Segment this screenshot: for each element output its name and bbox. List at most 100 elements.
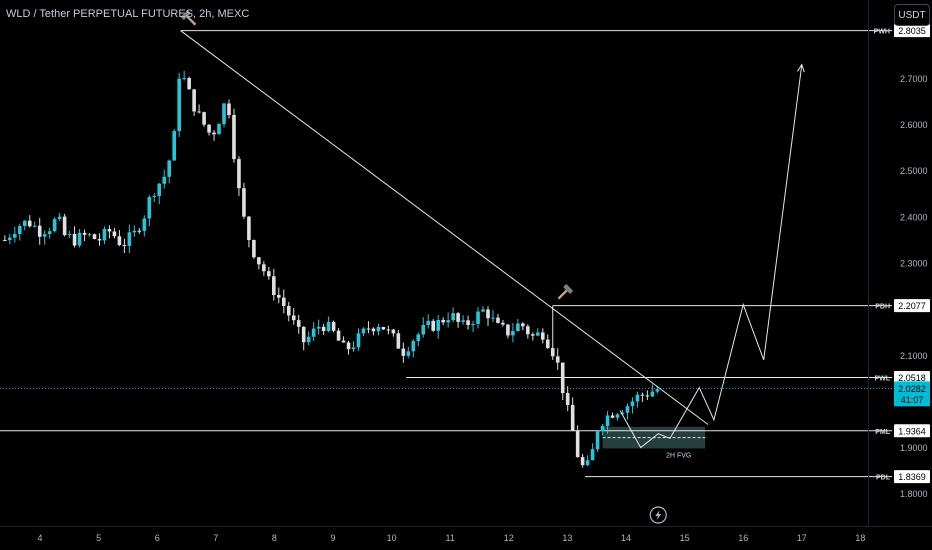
candle-body — [262, 264, 266, 272]
candle-body — [615, 414, 620, 418]
candle-body — [97, 239, 102, 241]
candle-body — [227, 103, 231, 115]
candle-body — [600, 426, 605, 432]
candle-body — [267, 271, 271, 277]
hammer-icons — [181, 10, 573, 300]
candle-body — [92, 234, 97, 240]
candle-body — [162, 176, 167, 184]
candle-body — [57, 216, 62, 220]
time-axis[interactable]: 4 5 6 7 8 9 10 11 12 13 14 15 16 17 18 — [37, 533, 865, 543]
price-axis[interactable]: 2.7000 2.6000 2.5000 2.4000 2.3000 2.1000 1.90… — [900, 74, 928, 499]
candle-body — [476, 311, 480, 325]
candle-body — [496, 317, 500, 323]
x-tick-label: 17 — [797, 533, 807, 543]
candle-body — [610, 415, 615, 418]
candle-body — [112, 231, 117, 237]
candle-body — [411, 341, 416, 352]
candle-body — [575, 430, 580, 458]
x-tick-label: 6 — [155, 533, 160, 543]
candle-body — [570, 404, 575, 431]
candle-body — [306, 336, 311, 343]
candle-body — [32, 225, 37, 227]
candle-body — [301, 326, 306, 343]
candle-body — [361, 328, 366, 334]
candle-body — [217, 124, 221, 135]
candle-body — [521, 323, 525, 327]
candle-body — [630, 401, 635, 407]
candle-body — [8, 237, 12, 241]
currency-button[interactable]: USDT — [894, 4, 930, 26]
candle-body — [37, 225, 42, 237]
candle-body — [187, 78, 191, 90]
level-price-label: 1.8369 — [898, 472, 926, 482]
level-price-label: 2.0518 — [898, 373, 926, 383]
x-tick-label: 9 — [330, 533, 335, 543]
x-tick-label: 11 — [446, 533, 455, 543]
candle-body — [386, 329, 391, 331]
candle-body — [222, 103, 226, 125]
candle-body — [42, 234, 47, 237]
candle-body — [281, 297, 286, 307]
trendline — [180, 30, 709, 425]
candle-body — [426, 320, 431, 326]
candle-body — [232, 114, 236, 160]
candle-body — [516, 323, 520, 332]
hammer-handle — [557, 288, 569, 300]
last-price-tag — [894, 381, 930, 407]
projection-arrow-icon — [797, 63, 805, 73]
hammer-handle — [185, 14, 197, 26]
candle-body — [461, 320, 465, 322]
x-tick-label: 16 — [738, 533, 748, 543]
candle-body — [371, 328, 376, 332]
candle-body — [207, 124, 211, 133]
x-tick-label: 14 — [621, 533, 631, 543]
x-tick-label: 8 — [272, 533, 277, 543]
arrow-head — [797, 63, 805, 73]
level-price-tag — [894, 371, 930, 385]
candle-body — [132, 230, 137, 233]
candle-body — [396, 333, 401, 349]
level-name-label: PWH — [874, 29, 890, 36]
candle-body — [446, 320, 450, 323]
candle-body — [22, 220, 27, 227]
hammer-head — [563, 284, 573, 294]
candle-body — [27, 220, 32, 227]
x-tick-label: 15 — [680, 533, 690, 543]
lightning-icon[interactable] — [649, 506, 667, 524]
y-tick-label: 2.6000 — [900, 120, 928, 130]
candle-body — [257, 257, 261, 265]
time-axis-separator — [0, 526, 932, 527]
last-price-label: 2.0282 — [898, 384, 926, 394]
candle-body — [142, 218, 147, 231]
candle-body — [122, 245, 127, 247]
candle-body — [565, 393, 570, 405]
level-price-label: 2.2077 — [898, 301, 926, 311]
candle-body — [550, 348, 555, 357]
x-tick-label: 7 — [213, 533, 218, 543]
candle-body — [237, 159, 241, 189]
y-tick-label: 2.4000 — [900, 212, 928, 222]
candle-body — [172, 131, 176, 161]
candle-body — [376, 327, 381, 332]
y-tick-label: 2.1000 — [900, 351, 928, 361]
candle-body — [346, 342, 351, 350]
candle-body — [486, 309, 490, 319]
candle-body — [491, 317, 495, 319]
candle-body — [555, 356, 560, 363]
level-name-label: PDH — [875, 304, 890, 311]
candle-body — [311, 328, 316, 337]
candle-body — [481, 309, 485, 312]
level-price-label: 2.8035 — [898, 26, 926, 36]
candle-body — [620, 412, 625, 415]
candle-body — [276, 295, 281, 298]
candle-body — [466, 320, 470, 326]
candle-body — [501, 322, 505, 325]
candle-body — [272, 276, 276, 296]
candle-body — [87, 234, 92, 236]
candle-body — [366, 328, 371, 330]
level-price-tag — [894, 424, 930, 438]
candle-body — [52, 219, 57, 232]
candle-body — [605, 415, 610, 427]
projection-path — [619, 64, 803, 449]
